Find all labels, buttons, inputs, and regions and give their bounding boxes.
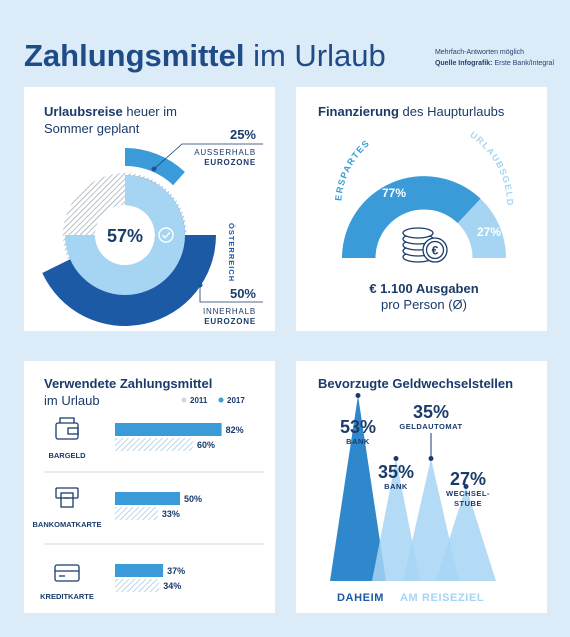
value-label-0: 53% <box>340 417 376 437</box>
creditcard-icon <box>54 564 80 582</box>
value-ausserhalb: 25% <box>230 127 256 142</box>
source-label: Quelle Infografik: <box>434 60 493 67</box>
arc-urlaubsgeld <box>457 198 506 258</box>
card1-title: Urlaubsreise heuer im Sommer geplant <box>44 103 177 137</box>
triangle-chart: DAHEIM AM REISEZIEL 53%BANK35%BANK35%GEL… <box>330 393 496 604</box>
center-value: 57% <box>107 226 143 246</box>
card2-title: Finanzierung des Haupturlaubs <box>318 103 504 120</box>
value-innerhalb: 50% <box>230 286 256 301</box>
leader-line-bottom <box>199 285 263 303</box>
legend-label-2011: 2011 <box>190 396 208 405</box>
triangle-1 <box>372 458 420 581</box>
bar-label-2017-0: 82% <box>226 425 244 435</box>
check-mark <box>161 232 171 239</box>
category-label-0: BANK <box>346 437 370 446</box>
card-urlaubsreise: Urlaubsreise heuer im Sommer geplant 57%… <box>24 87 275 331</box>
value-label-3: 27% <box>450 469 486 489</box>
segment-ausserhalb <box>125 148 185 186</box>
label-ausserhalb-1: AUSSERHALB <box>194 148 256 157</box>
donut-chart: 57% 40% ÖSTERREICH 25% AUSSERHALB EUROZO… <box>42 127 263 327</box>
category-label-1: BANKOMATKARTE <box>32 520 101 529</box>
card2-title-rest: des Haupturlaubs <box>402 104 505 119</box>
value-oesterreich: 40% <box>189 218 215 233</box>
arc-right-value: 27% <box>477 225 501 239</box>
card3-title-line1: Verwendete Zahlungsmittel <box>44 376 213 391</box>
label-innerhalb-2: EUROZONE <box>204 317 256 326</box>
card1-title-rest: heuer im <box>126 104 177 119</box>
amount: € 1.100 Ausgaben <box>369 281 478 296</box>
arc-erspartes <box>342 176 481 258</box>
source-line: Quelle Infografik: Erste Bank/Integral <box>435 58 554 69</box>
coins-icon: € <box>402 227 448 263</box>
triangle-3 <box>436 486 496 581</box>
category-label-2: KREDITKARTE <box>40 592 94 601</box>
arc-left-value: 77% <box>382 186 406 200</box>
triangle-2 <box>403 458 459 581</box>
legend-dot-2011 <box>181 397 187 403</box>
bar-label-2011-1: 33% <box>162 509 180 519</box>
card3-title-line2: im Urlaub <box>44 393 100 408</box>
card1-title-bold: Urlaubsreise <box>44 104 123 119</box>
bar-label-2017-1: 50% <box>184 494 202 504</box>
card-zahlungsmittel: Verwendete Zahlungsmittel im Urlaub 2011… <box>24 361 275 613</box>
category-label-2: GELDAUTOMAT <box>399 422 462 431</box>
bar-2017-2 <box>115 564 164 577</box>
bar-chart: 2011 2017 BARGELD 82% 60% BANKOMATKARTE 50% 3… <box>32 396 264 601</box>
category-label-0: BARGELD <box>48 451 86 460</box>
card4-title: Bevorzugte Geldwechselstellen <box>318 375 513 392</box>
svg-text:€: € <box>432 244 439 258</box>
bar-label-2017-2: 37% <box>167 566 185 576</box>
segment-innerhalb <box>42 235 216 327</box>
atm-icon <box>55 487 79 508</box>
group-reise: AM REISEZIEL <box>400 592 484 604</box>
page-title-rest: im Urlaub <box>253 38 386 73</box>
page-title-bold: Zahlungsmittel <box>24 38 245 73</box>
card1-title-line2: Sommer geplant <box>44 121 140 136</box>
label-ausserhalb-2: EUROZONE <box>204 158 256 167</box>
wallet-icon <box>55 417 79 440</box>
card-geldwechsel: Bevorzugte Geldwechselstellen DAHEIM AM … <box>296 361 547 613</box>
arc-left-label: ERSPARTES <box>333 138 372 202</box>
bar-label-2011-2: 34% <box>163 581 181 591</box>
group-daheim: DAHEIM <box>337 592 384 604</box>
segment-inner-light <box>65 175 185 295</box>
arc-chart: ERSPARTES URLAUBSGELD 77% 27% € € 1.100 … <box>333 129 514 312</box>
label-oesterreich: ÖSTERREICH <box>227 223 236 282</box>
source-note: Mehrfach-Antworten möglich Quelle Infogr… <box>435 47 554 69</box>
bar-2017-0 <box>115 423 222 436</box>
check-icon <box>158 227 174 243</box>
donut-center <box>95 205 155 265</box>
card4-title-text: Bevorzugte Geldwechselstellen <box>318 376 514 391</box>
card-finanzierung: Finanzierung des Haupturlaubs ERSPARTES … <box>296 87 547 331</box>
legend-dot-2017 <box>218 397 224 403</box>
apex-dot-1 <box>393 456 399 461</box>
amount-sub: pro Person (Ø) <box>381 297 467 312</box>
bar-2011-1 <box>115 507 158 520</box>
card3-title: Verwendete Zahlungsmittel im Urlaub <box>44 375 212 409</box>
leader-line-top <box>153 143 263 170</box>
apex-dot-0 <box>355 393 361 398</box>
bar-2011-2 <box>115 579 160 592</box>
card2-title-bold: Finanzierung <box>318 104 399 119</box>
category-label-3: WECHSEL- <box>446 489 490 498</box>
triangle-0 <box>330 395 386 581</box>
category-label-1: BANK <box>384 482 408 491</box>
value-label-1: 35% <box>378 462 414 482</box>
label-innerhalb-1: INNERHALB <box>203 307 256 316</box>
bar-2017-1 <box>115 492 180 505</box>
bar-label-2011-0: 60% <box>197 440 215 450</box>
source-text: Erste Bank/Integral <box>494 60 554 67</box>
bar-2011-0 <box>115 438 193 451</box>
note-text: Mehrfach-Antworten möglich <box>434 49 525 56</box>
apex-dot-3 <box>463 484 469 489</box>
page-title: Zahlungsmittel im Urlaub <box>24 38 386 74</box>
category-label-3-b: STUBE <box>454 499 482 508</box>
value-label-2: 35% <box>413 402 449 422</box>
legend: 2011 2017 <box>181 396 245 405</box>
legend-label-2017: 2017 <box>227 396 245 405</box>
